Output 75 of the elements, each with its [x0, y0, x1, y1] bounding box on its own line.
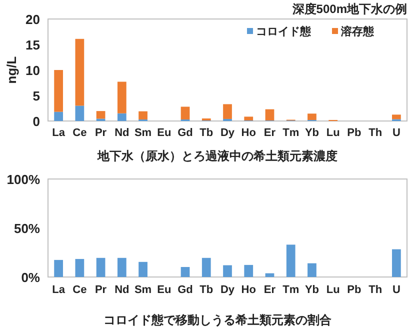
x-tick-label: La	[52, 284, 66, 296]
bar	[75, 106, 84, 121]
bar	[265, 109, 274, 120]
x-tick-label: Lu	[326, 284, 340, 296]
y-tick-label: 15	[26, 38, 40, 52]
x-tick-label: Nd	[114, 127, 130, 139]
x-tick-label: Pr	[94, 127, 108, 139]
bar	[180, 106, 190, 120]
bar	[96, 258, 106, 277]
x-tick-label: Tm	[282, 284, 300, 296]
bar	[223, 265, 232, 277]
x-tick-label: Eu	[157, 127, 172, 139]
bar	[54, 260, 63, 277]
x-tick-label: Gd	[178, 284, 193, 296]
x-tick-label: Pb	[347, 284, 362, 296]
bar	[54, 112, 63, 121]
x-tick-label: Ho	[241, 127, 256, 139]
text: コロイド態で移動しうる希土類元素の割合	[104, 313, 332, 327]
bar	[244, 264, 254, 277]
y-tick-label: 10	[26, 63, 40, 78]
y-axis-title: ng/L	[4, 56, 19, 84]
bar	[75, 38, 84, 106]
y-tick-label: 5	[32, 88, 40, 104]
x-tick-label: Tb	[200, 284, 214, 296]
x-tick-label: Sm	[134, 127, 152, 139]
bar	[308, 263, 316, 277]
bar	[138, 111, 148, 120]
x-tick-label: La	[52, 127, 66, 139]
bar	[202, 258, 211, 277]
x-tick-label: Dy	[220, 127, 236, 139]
y-tick-label: 100%	[6, 172, 40, 187]
text: 地下水（原水）とろ過液中の希土類元素濃度	[96, 149, 338, 163]
bar	[286, 244, 296, 277]
bar	[392, 114, 401, 120]
bar	[308, 114, 316, 120]
x-tick-label: Ho	[241, 284, 256, 296]
x-tick-label: Sm	[134, 284, 152, 296]
x-tick-label: Er	[264, 284, 276, 296]
x-tick-label: Gd	[178, 127, 193, 139]
chart-title: 深度500m地下水の例	[291, 2, 407, 16]
bar	[138, 262, 148, 277]
bar	[265, 273, 274, 277]
y-tick-label: 50%	[14, 221, 40, 236]
x-tick-label: Nd	[114, 284, 130, 296]
x-tick-label: Er	[264, 127, 276, 139]
x-tick-label: Tb	[200, 127, 214, 139]
x-tick-label: Pr	[94, 284, 108, 296]
x-tick-label: Yb	[304, 127, 320, 139]
bar	[75, 258, 84, 277]
x-tick-label: Eu	[157, 284, 172, 296]
legend-label: 溶存態	[340, 25, 375, 38]
x-tick-label: Ce	[72, 284, 87, 296]
bar	[117, 113, 126, 121]
y-tick-label: 20	[26, 12, 40, 27]
x-tick-label: Yb	[304, 284, 320, 296]
bar	[392, 249, 401, 277]
bar	[180, 267, 190, 277]
bar	[54, 70, 63, 112]
y-tick-label: 0	[32, 114, 40, 129]
x-tick-label: Th	[368, 127, 382, 139]
bar	[96, 111, 106, 119]
bar	[223, 104, 232, 119]
x-tick-label: Th	[368, 284, 382, 296]
legend-label: コロイド態	[256, 25, 312, 38]
x-tick-label: Lu	[326, 127, 340, 139]
x-tick-label: Pb	[347, 127, 362, 139]
x-tick-label: U	[392, 127, 400, 139]
x-tick-label: U	[392, 284, 400, 296]
bar	[117, 82, 126, 114]
x-tick-label: Dy	[220, 284, 236, 296]
bar	[244, 116, 254, 120]
bar	[117, 258, 126, 277]
y-tick-label: 0%	[21, 270, 40, 285]
x-tick-label: Ce	[72, 127, 87, 139]
x-tick-label: Tm	[282, 127, 300, 139]
